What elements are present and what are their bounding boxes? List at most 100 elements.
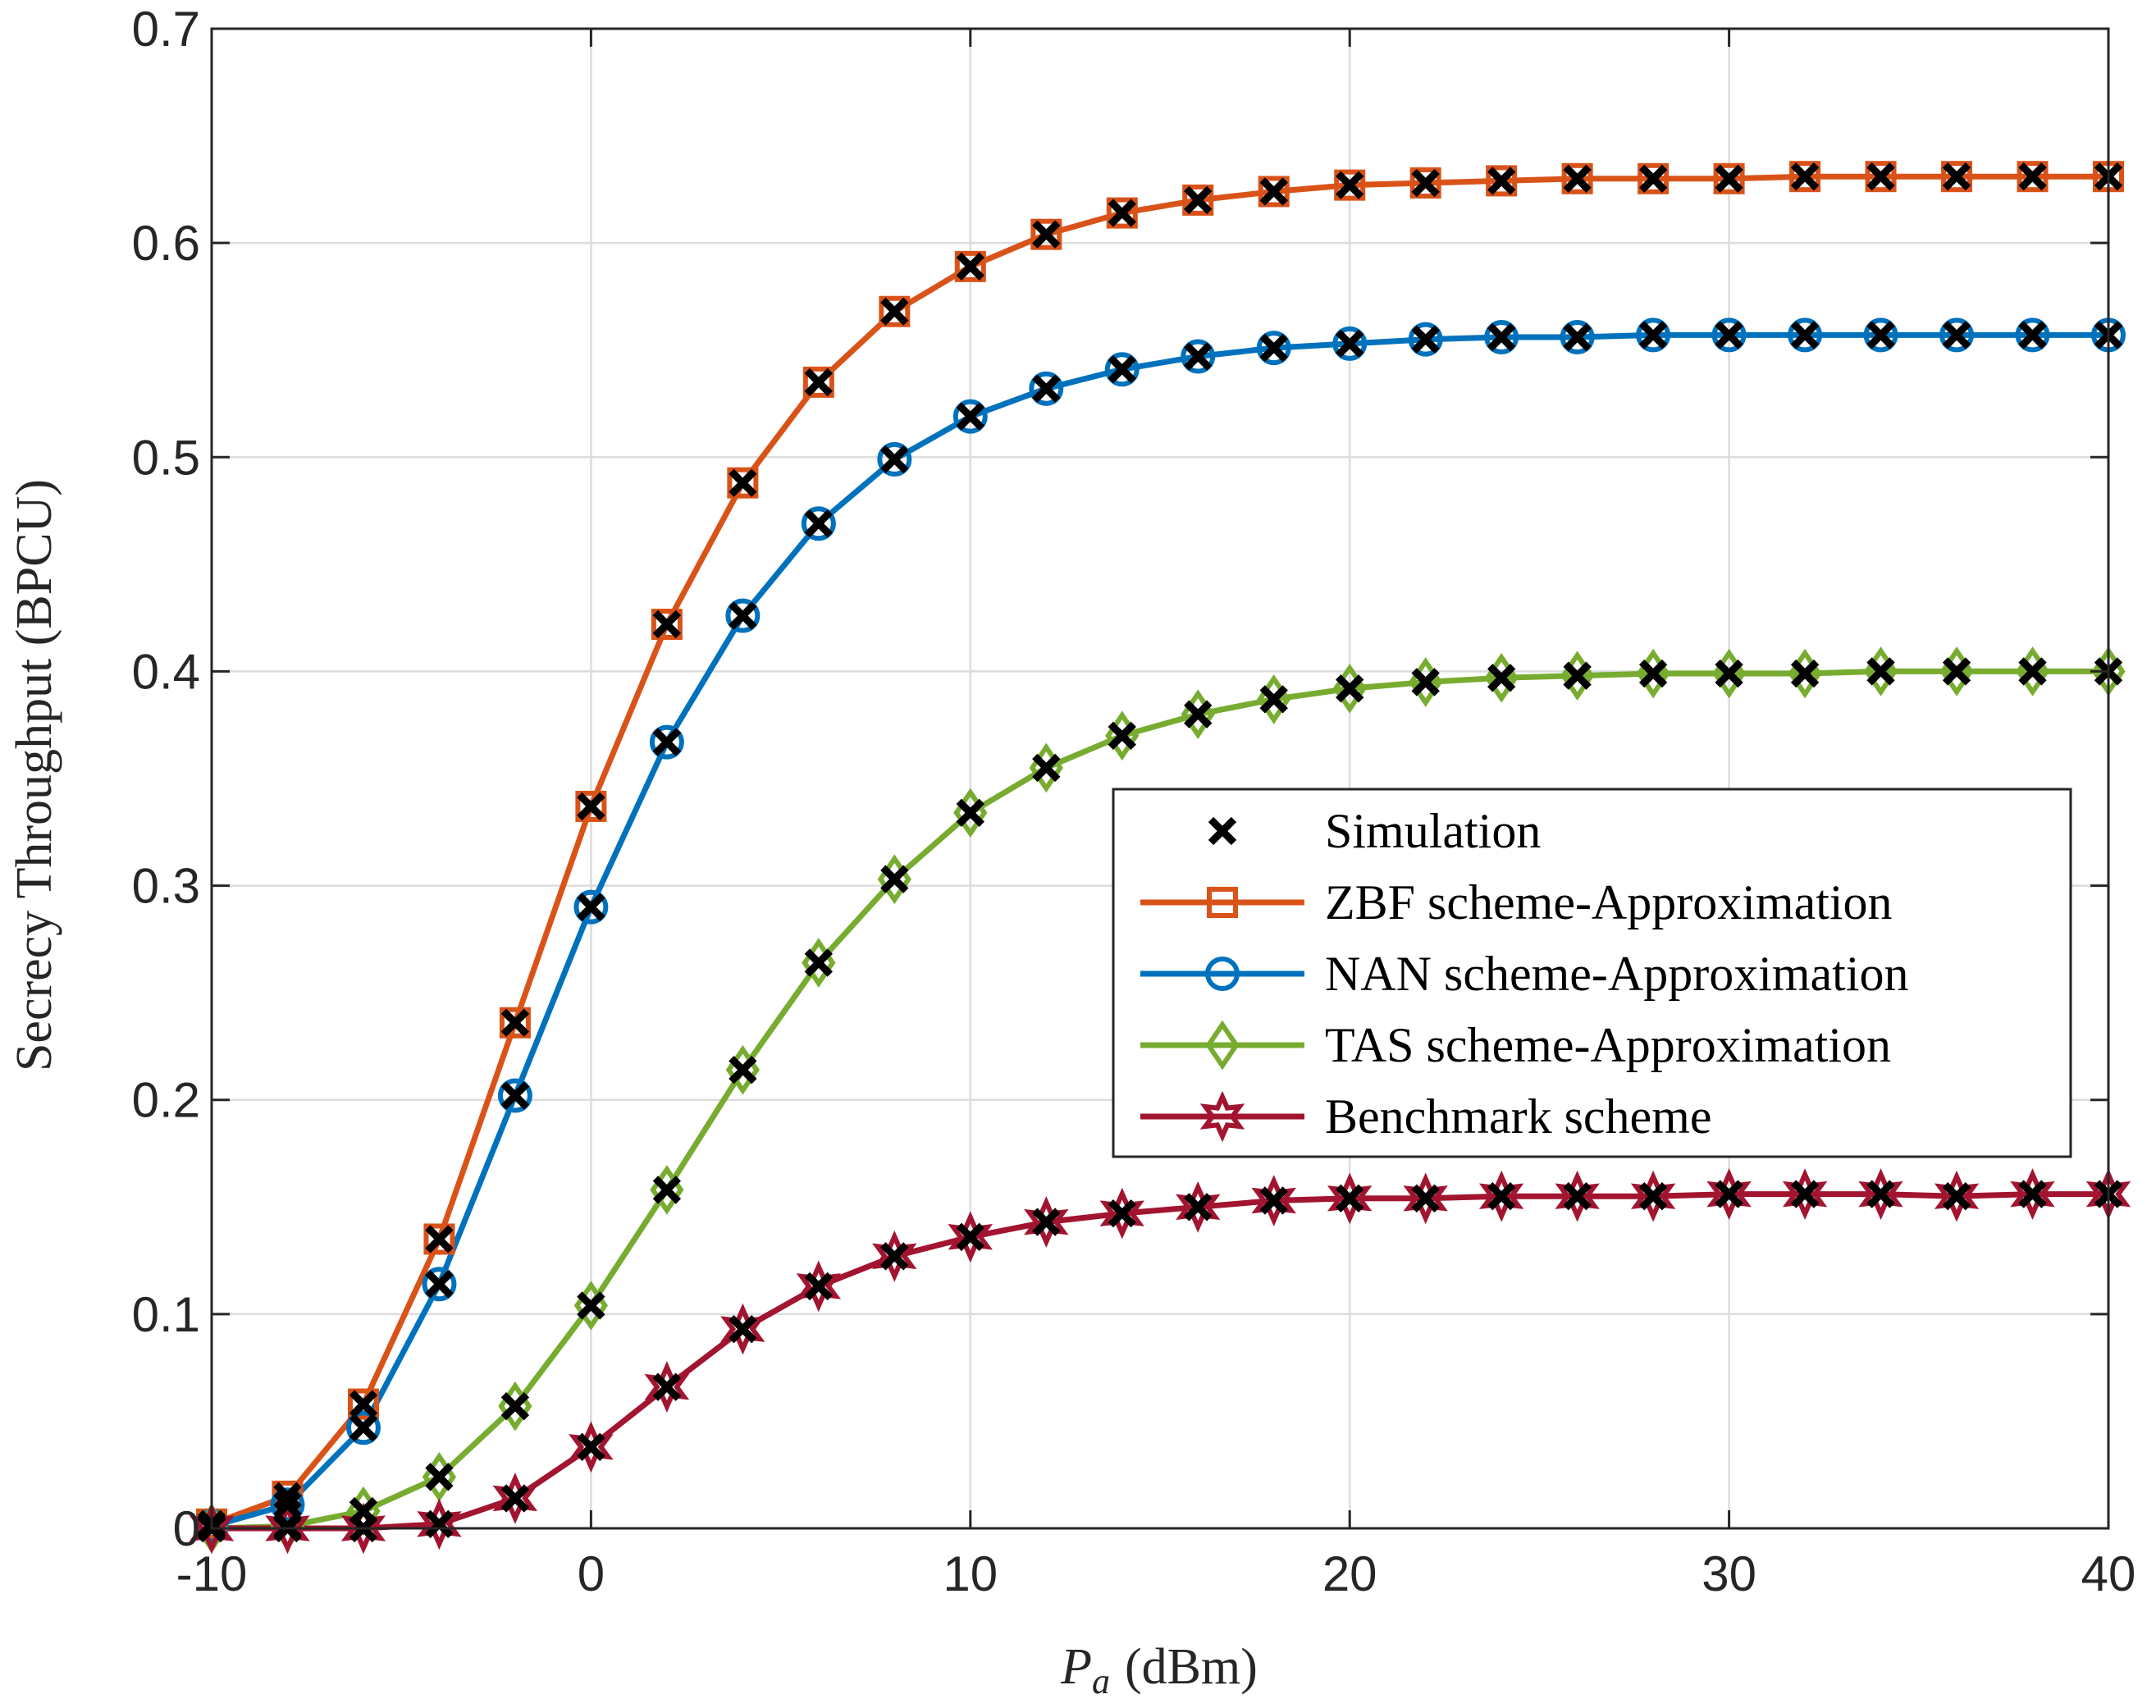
data-point-zbf-scheme-approximation <box>1030 218 1062 250</box>
simulation-point <box>652 728 682 756</box>
data-point-benchmark-scheme <box>189 1502 235 1555</box>
data-point-benchmark-scheme <box>1327 1172 1373 1225</box>
simulation-point <box>500 1391 530 1421</box>
y-tick-label: 0.3 <box>132 859 200 914</box>
simulation-point <box>1715 321 1743 349</box>
y-tick-label: 0.6 <box>132 216 200 271</box>
simulation-point <box>349 1413 378 1442</box>
data-point-benchmark-scheme <box>2010 1168 2055 1221</box>
simulation-point <box>2018 162 2047 191</box>
data-point-benchmark-scheme <box>872 1230 917 1282</box>
data-point-benchmark-scheme <box>948 1211 993 1263</box>
legend-items: Simulation ZBF scheme-Approximation NAN sc… <box>1140 804 1909 1144</box>
data-point-zbf-scheme-approximation <box>1713 162 1745 194</box>
simulation-point <box>1411 325 1440 354</box>
simulation-point <box>880 1242 909 1271</box>
x-tick-label: 0 <box>578 1546 605 1601</box>
simulation-point <box>804 948 834 977</box>
y-tick-label: 0.2 <box>132 1073 200 1128</box>
data-point-nan-scheme-approximation <box>1104 352 1140 387</box>
data-point-nan-scheme-approximation <box>422 1267 457 1302</box>
data-point-nan-scheme-approximation <box>877 441 912 477</box>
data-point-nan-scheme-approximation <box>1788 317 1823 353</box>
plot-frame <box>210 27 2110 1530</box>
simulation-point <box>1108 1199 1136 1228</box>
simulation-point <box>1032 220 1061 249</box>
simulation-point <box>956 252 984 281</box>
simulation-point <box>1866 1180 1895 1208</box>
simulation-point <box>1108 355 1136 384</box>
data-point-benchmark-scheme <box>1403 1172 1448 1225</box>
y-axis-label: Secrecy Throughput (BPCU) <box>7 479 62 1071</box>
x-axis-symbol: P <box>1060 1639 1092 1695</box>
legend-entry-benchmark-scheme: Benchmark scheme <box>1140 1089 1711 1144</box>
simulation-point <box>1184 700 1213 728</box>
data-point-nan-scheme-approximation <box>1029 371 1064 406</box>
data-point-zbf-scheme-approximation <box>1182 184 1214 216</box>
simulation-point <box>1790 321 1820 349</box>
data-point-benchmark-scheme <box>417 1498 462 1550</box>
legend-marker-benchmark-scheme <box>1199 1090 1245 1143</box>
data-point-zbf-scheme-approximation <box>347 1388 379 1420</box>
simulation-point <box>804 509 834 538</box>
data-point-nan-scheme-approximation <box>1939 317 1975 353</box>
x-axis-subscript: a <box>1092 1661 1110 1701</box>
simulation-point <box>500 1484 530 1513</box>
data-point-zbf-scheme-approximation <box>1638 162 1670 194</box>
simulation-point <box>577 1291 605 1320</box>
simulation-point <box>1715 1180 1743 1208</box>
legend-entry-simulation: Simulation <box>1208 804 1541 858</box>
y-tick-label: 0.7 <box>132 2 200 57</box>
data-point-zbf-scheme-approximation <box>1409 167 1441 199</box>
x-tick-label: 20 <box>1322 1546 1377 1601</box>
legend-label-tas-scheme-approximation: TAS scheme-Approximation <box>1325 1018 1891 1072</box>
data-point-benchmark-scheme <box>492 1472 538 1524</box>
simulation-point <box>577 1432 605 1461</box>
simulation-point <box>1866 321 1895 349</box>
data-point-benchmark-scheme <box>720 1303 765 1355</box>
simulation-point <box>1487 1182 1516 1211</box>
data-point-benchmark-scheme <box>569 1421 614 1473</box>
data-point-nan-scheme-approximation <box>1636 317 1671 353</box>
simulation-point <box>1184 1193 1213 1222</box>
legend-label-zbf-scheme-approximation: ZBF scheme-Approximation <box>1325 875 1893 929</box>
x-tick-label: 40 <box>2081 1546 2136 1601</box>
simulation-point <box>1259 177 1288 206</box>
data-point-nan-scheme-approximation <box>649 724 684 760</box>
data-point-zbf-scheme-approximation <box>802 366 834 398</box>
simulation-point <box>652 610 682 639</box>
legend: Simulation ZBF scheme-Approximation NAN sc… <box>1112 788 2072 1158</box>
simulation-point <box>1259 333 1288 363</box>
simulation-markers <box>197 162 2123 1543</box>
simulation-point <box>425 1225 454 1254</box>
simulation-point <box>2018 657 2047 686</box>
data-point-zbf-scheme-approximation <box>1865 161 1897 193</box>
data-point-nan-scheme-approximation <box>801 506 836 541</box>
data-point-zbf-scheme-approximation <box>1561 162 1593 194</box>
simulation-point <box>729 1314 757 1344</box>
simulation-point <box>1259 685 1288 714</box>
simulation-point <box>1638 164 1668 193</box>
data-point-nan-scheme-approximation <box>1408 322 1443 357</box>
simulation-point <box>1563 1182 1592 1211</box>
data-point-zbf-scheme-approximation <box>1486 165 1518 197</box>
simulation-point <box>425 1270 454 1299</box>
simulation-point <box>1715 659 1743 688</box>
x-tick-label: 30 <box>1702 1546 1756 1601</box>
data-point-benchmark-scheme <box>1024 1196 1069 1249</box>
data-point-nan-scheme-approximation <box>345 1410 381 1445</box>
data-point-benchmark-scheme <box>1858 1168 1903 1221</box>
simulation-point <box>273 1491 302 1519</box>
data-point-zbf-scheme-approximation <box>499 1007 531 1039</box>
simulation-point <box>880 865 909 893</box>
x-axis-label: Pa (dBm) <box>1060 1639 1258 1701</box>
simulation-point <box>1563 322 1592 352</box>
simulation-point <box>1336 674 1364 703</box>
simulation-point <box>804 1272 834 1301</box>
data-point-nan-scheme-approximation <box>1256 331 1291 366</box>
simulation-point <box>1942 162 1971 191</box>
data-point-zbf-scheme-approximation <box>423 1223 455 1255</box>
simulation-point <box>880 445 909 474</box>
